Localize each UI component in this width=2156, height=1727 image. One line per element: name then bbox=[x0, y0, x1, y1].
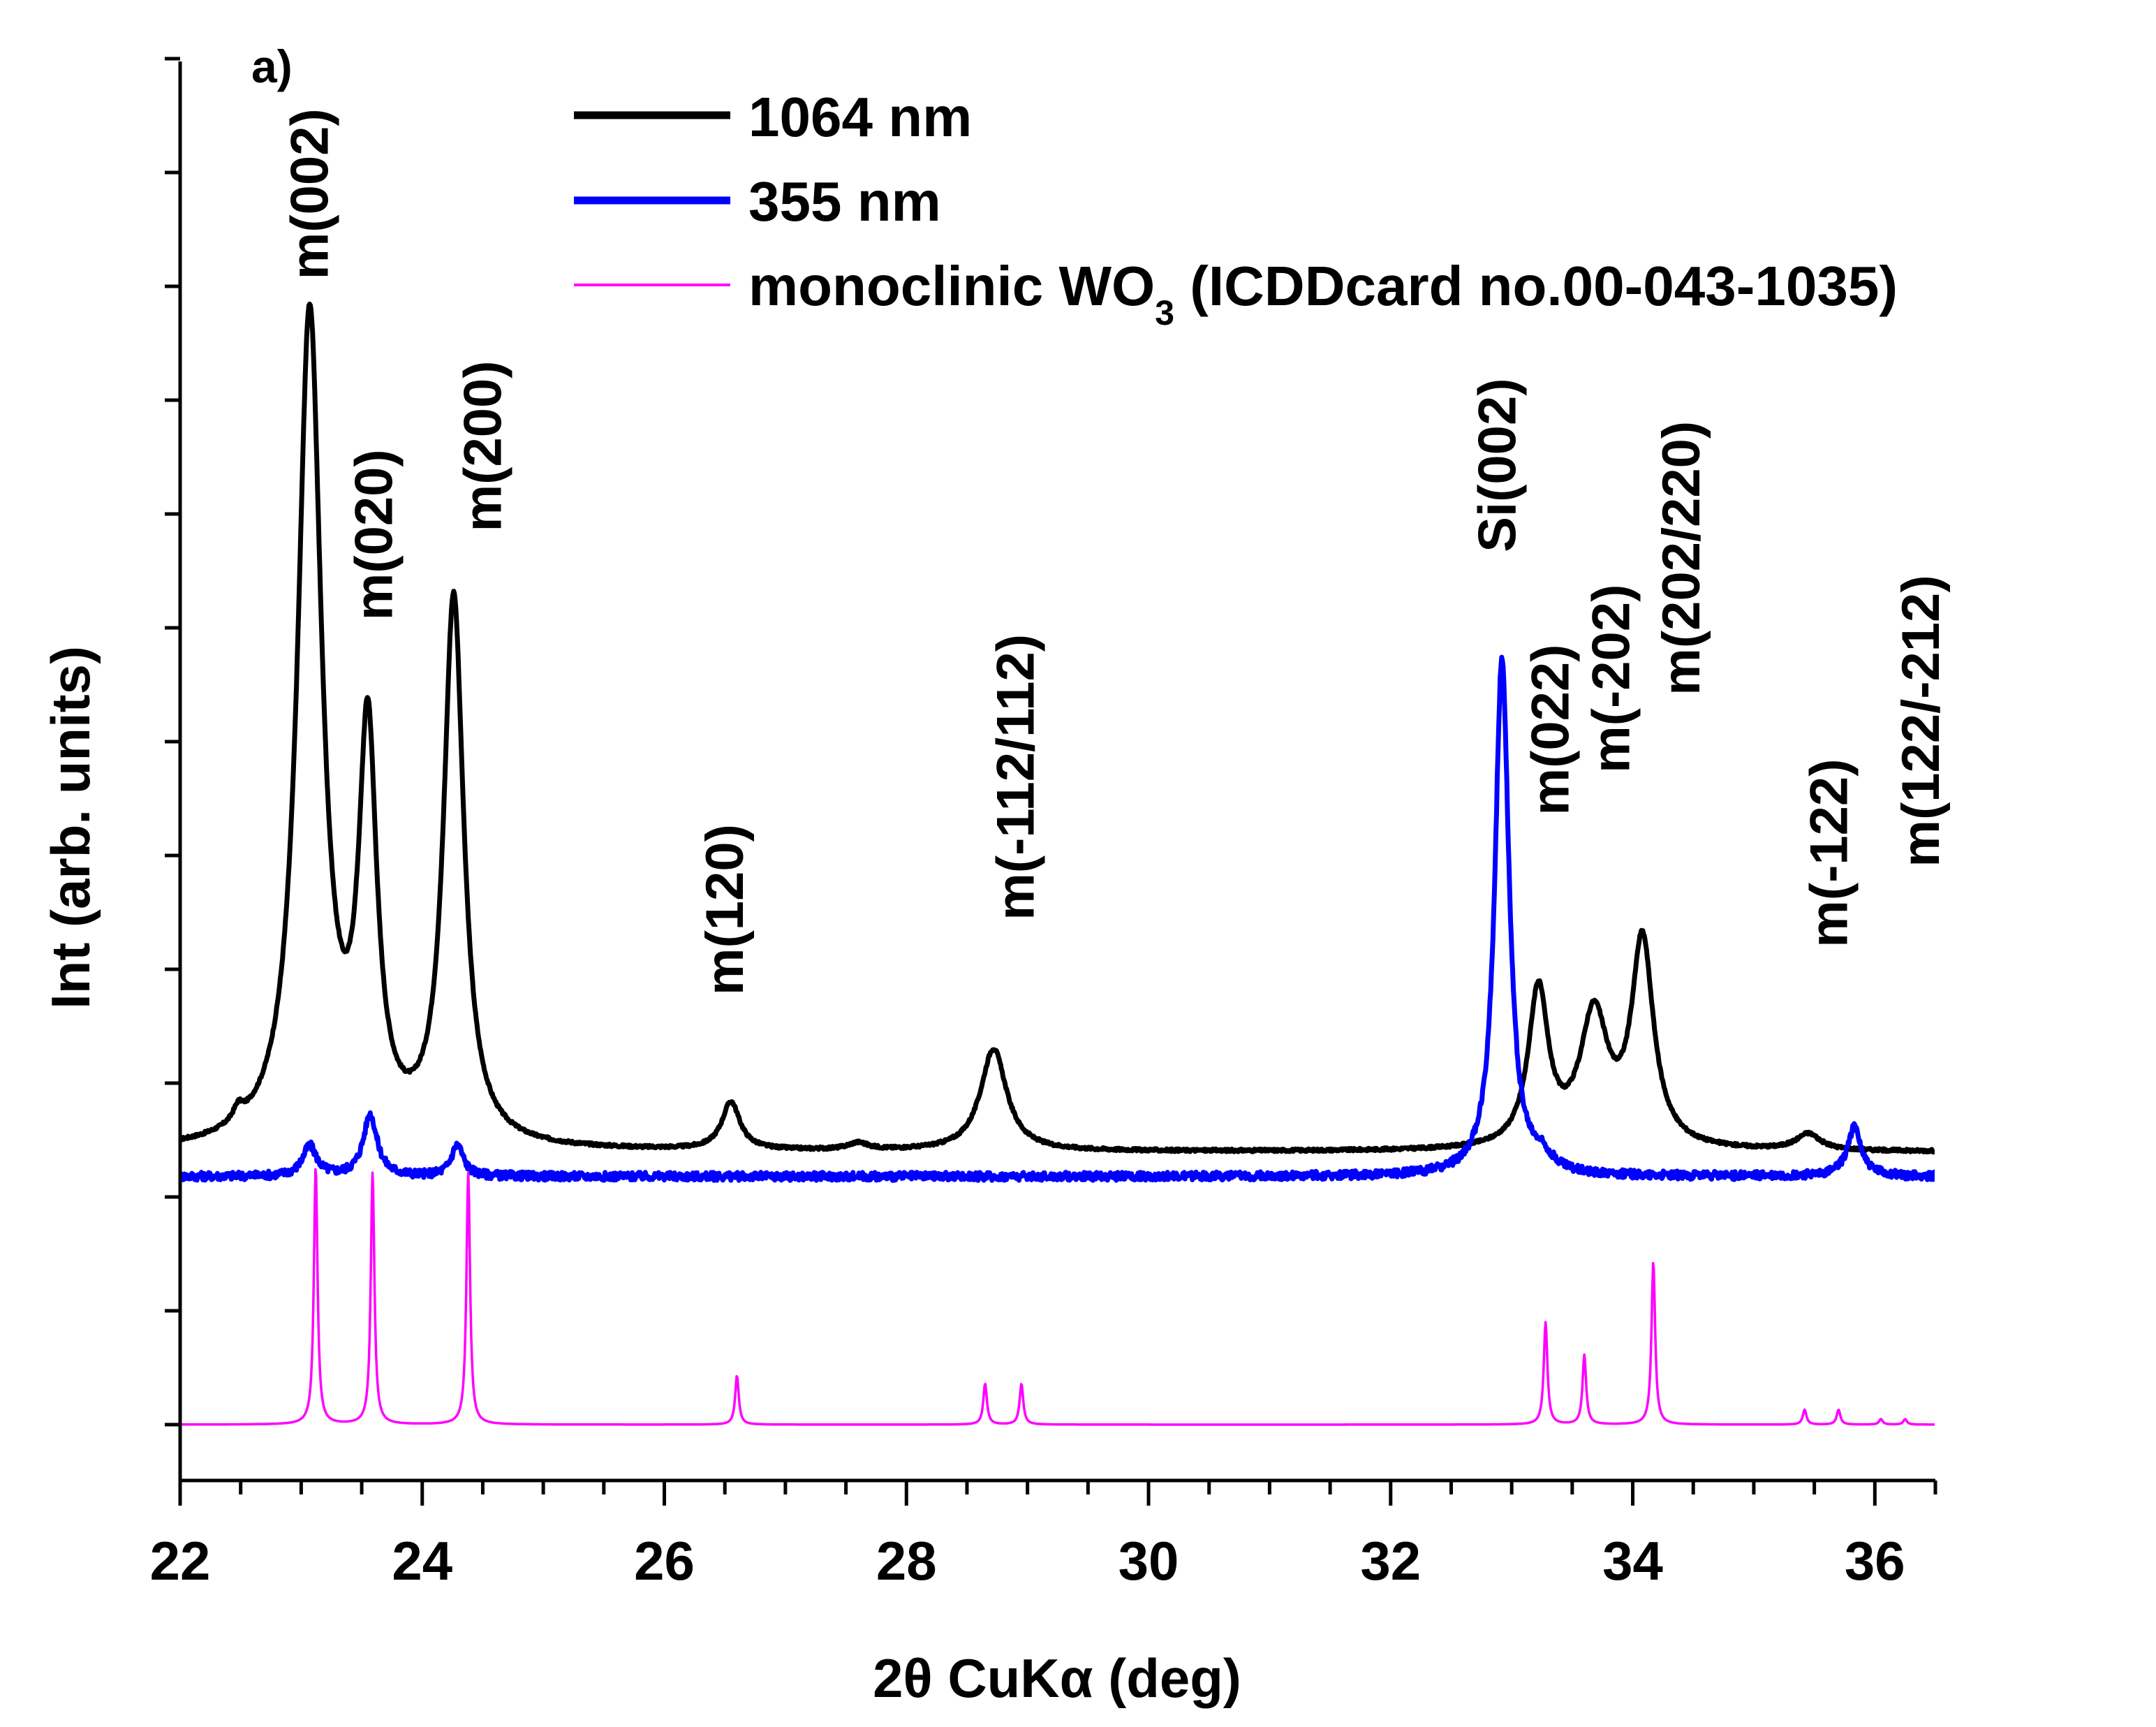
peak-label: m(202/220) bbox=[1652, 421, 1711, 696]
peak-label: m(-112/112) bbox=[986, 634, 1045, 920]
series-line-355nm bbox=[180, 654, 1935, 1183]
x-tick-label: 28 bbox=[876, 1530, 937, 1592]
peak-label: m(120) bbox=[695, 824, 755, 995]
legend-label-355: 355 nm bbox=[748, 170, 941, 233]
y-axis-title: Int (arb. units) bbox=[40, 646, 101, 1009]
x-tick-label: 36 bbox=[1845, 1530, 1905, 1592]
axes bbox=[178, 61, 1935, 1483]
legend: 1064 nm 355 nm monoclinic WO3 (ICDDcard … bbox=[574, 86, 1898, 332]
peak-label: Si(002) bbox=[1468, 378, 1527, 552]
panel-label: a) bbox=[251, 41, 293, 92]
x-tick-label: 22 bbox=[150, 1530, 211, 1592]
x-tick-label: 32 bbox=[1360, 1530, 1421, 1592]
x-axis-title: 2θ CuKα (deg) bbox=[873, 1647, 1241, 1709]
peak-label: m(002) bbox=[281, 108, 340, 279]
legend-label-subscript: 3 bbox=[1155, 293, 1174, 332]
x-tick-label: 26 bbox=[634, 1530, 695, 1592]
peak-label: m(020) bbox=[344, 449, 404, 620]
peak-label: m(-122) bbox=[1799, 758, 1859, 947]
x-tick-label: 24 bbox=[392, 1530, 452, 1592]
series-line-monoclinic-wo3 bbox=[180, 1168, 1935, 1426]
series-line-1064nm bbox=[180, 301, 1935, 1155]
legend-label-1064: 1064 nm bbox=[748, 86, 972, 148]
peak-label: m(-202) bbox=[1581, 585, 1641, 773]
x-tick-label: 30 bbox=[1118, 1530, 1179, 1592]
peak-label: m(122/-212) bbox=[1891, 575, 1951, 867]
legend-label-monoclinic: monoclinic WO3 (ICDDcard no.00-043-1035) bbox=[748, 255, 1898, 332]
x-tick-label: 34 bbox=[1602, 1530, 1663, 1592]
peak-label: m(200) bbox=[453, 360, 512, 531]
peak-label: m(022) bbox=[1521, 645, 1581, 816]
